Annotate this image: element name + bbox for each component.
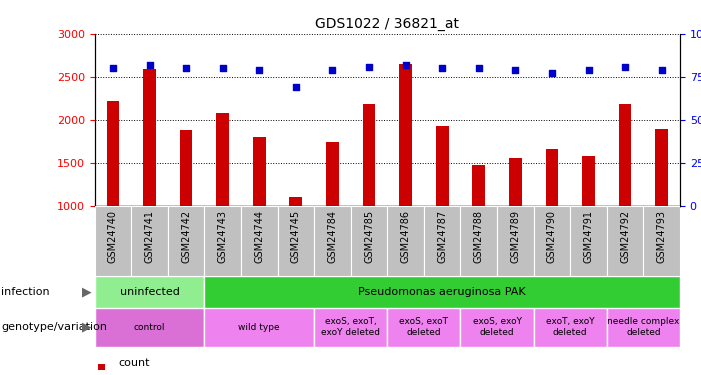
Bar <box>314 206 350 276</box>
Text: uninfected: uninfected <box>120 286 179 297</box>
Bar <box>95 276 205 308</box>
Point <box>546 70 557 76</box>
Title: GDS1022 / 36821_at: GDS1022 / 36821_at <box>315 17 459 32</box>
Bar <box>326 142 339 206</box>
Bar <box>97 364 105 369</box>
Point <box>363 63 374 69</box>
Text: GSM24740: GSM24740 <box>108 210 118 263</box>
Bar <box>95 308 205 347</box>
Bar <box>205 206 241 276</box>
Bar <box>253 137 266 206</box>
Text: genotype/variation: genotype/variation <box>1 322 107 332</box>
Point <box>473 65 484 71</box>
Text: GSM24744: GSM24744 <box>254 210 264 263</box>
Text: exoS, exoT
deleted: exoS, exoT deleted <box>400 318 449 337</box>
Point <box>217 65 229 71</box>
Bar <box>436 126 449 206</box>
Bar <box>107 101 119 206</box>
Point <box>400 62 411 68</box>
Bar <box>533 308 607 347</box>
Text: GSM24745: GSM24745 <box>291 210 301 263</box>
Text: GSM24743: GSM24743 <box>218 210 228 263</box>
Bar <box>362 104 376 206</box>
Text: exoS, exoT,
exoY deleted: exoS, exoT, exoY deleted <box>321 318 380 337</box>
Bar <box>461 206 497 276</box>
Text: control: control <box>134 322 165 332</box>
Bar <box>205 276 680 308</box>
Bar <box>472 165 485 206</box>
Text: wild type: wild type <box>238 322 280 332</box>
Bar <box>143 69 156 206</box>
Text: infection: infection <box>1 286 50 297</box>
Text: GSM24742: GSM24742 <box>181 210 191 263</box>
Text: GSM24784: GSM24784 <box>327 210 337 263</box>
Bar <box>290 197 302 206</box>
Bar <box>278 206 314 276</box>
Text: needle complex
deleted: needle complex deleted <box>607 318 679 337</box>
Bar <box>241 206 278 276</box>
Point <box>290 84 301 90</box>
Text: GSM24790: GSM24790 <box>547 210 557 263</box>
Point <box>144 62 155 68</box>
Bar <box>388 206 424 276</box>
Text: count: count <box>118 358 149 368</box>
Text: GSM24792: GSM24792 <box>620 210 630 263</box>
Text: GSM24791: GSM24791 <box>583 210 594 263</box>
Point <box>437 65 448 71</box>
Bar <box>461 308 533 347</box>
Text: GSM24788: GSM24788 <box>474 210 484 263</box>
Point <box>180 65 191 71</box>
Text: GSM24789: GSM24789 <box>510 210 520 263</box>
Bar <box>644 206 680 276</box>
Bar <box>582 156 595 206</box>
Bar <box>168 206 205 276</box>
Text: GSM24786: GSM24786 <box>400 210 411 263</box>
Text: GSM24787: GSM24787 <box>437 210 447 263</box>
Text: GSM24785: GSM24785 <box>364 210 374 263</box>
Text: ▶: ▶ <box>81 285 91 298</box>
Bar <box>497 206 533 276</box>
Text: Pseudomonas aeruginosa PAK: Pseudomonas aeruginosa PAK <box>358 286 526 297</box>
Bar <box>545 149 558 206</box>
Bar <box>607 308 680 347</box>
Bar <box>509 158 522 206</box>
Point <box>583 67 594 73</box>
Bar <box>205 308 314 347</box>
Point <box>327 67 338 73</box>
Bar <box>217 113 229 206</box>
Bar <box>314 308 387 347</box>
Bar <box>533 206 570 276</box>
Bar <box>619 104 632 206</box>
Bar <box>424 206 461 276</box>
Text: GSM24741: GSM24741 <box>144 210 154 263</box>
Point <box>510 67 521 73</box>
Bar <box>350 206 387 276</box>
Point <box>620 63 631 69</box>
Point <box>656 67 667 73</box>
Point <box>254 67 265 73</box>
Text: GSM24793: GSM24793 <box>657 210 667 263</box>
Bar <box>655 129 668 206</box>
Bar <box>179 130 193 206</box>
Text: exoT, exoY
deleted: exoT, exoY deleted <box>546 318 594 337</box>
Bar <box>570 206 607 276</box>
Bar <box>607 206 644 276</box>
Bar <box>387 308 461 347</box>
Point <box>107 65 118 71</box>
Bar <box>399 64 412 206</box>
Text: exoS, exoY
deleted: exoS, exoY deleted <box>472 318 522 337</box>
Bar <box>131 206 168 276</box>
Text: ▶: ▶ <box>81 321 91 334</box>
Bar <box>95 206 131 276</box>
